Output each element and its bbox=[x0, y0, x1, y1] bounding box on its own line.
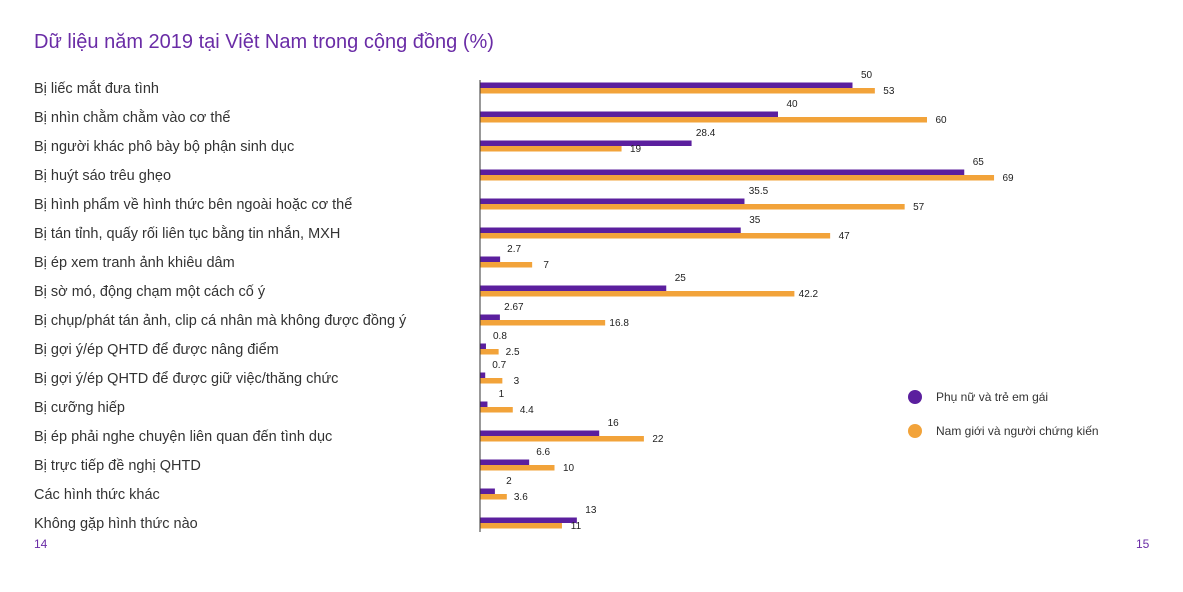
bar-men bbox=[480, 407, 513, 413]
data-label-men: 7 bbox=[543, 260, 549, 271]
bar-men bbox=[480, 349, 499, 355]
category-label: Bị huýt sáo trêu ghẹo bbox=[34, 168, 171, 184]
bar-men bbox=[480, 117, 927, 123]
data-label-men: 69 bbox=[1002, 173, 1014, 184]
data-label-women: 0.8 bbox=[493, 331, 507, 342]
bar-women bbox=[480, 198, 745, 204]
data-label-women: 50 bbox=[861, 70, 873, 81]
legend-item-men: Nam giới và người chứng kiến bbox=[908, 422, 1099, 440]
category-labels: Bị liếc mắt đưa tình Bị nhìn chằm chằm và… bbox=[34, 80, 407, 532]
legend-swatch-men bbox=[908, 424, 922, 438]
category-label: Bị gợi ý/ép QHTD để được giữ việc/thăng … bbox=[34, 371, 338, 387]
data-label-women: 1 bbox=[499, 389, 505, 400]
data-label-men: 3 bbox=[514, 376, 520, 387]
data-label-women: 40 bbox=[786, 99, 798, 110]
category-label: Bị ép xem tranh ảnh khiêu dâm bbox=[34, 255, 235, 271]
data-label-women: 16 bbox=[608, 418, 620, 429]
bar-women bbox=[480, 256, 501, 262]
data-label-women: 2.7 bbox=[507, 244, 521, 255]
bar-women bbox=[480, 343, 486, 349]
bars: 50 53 40 60 28.4 19 65 69 35.5 57 35 47 2.7 7 25 42.2 2.… bbox=[480, 70, 1014, 532]
category-label: Bị cưỡng hiếp bbox=[34, 400, 125, 416]
bar-men bbox=[480, 175, 995, 181]
bar-women bbox=[480, 140, 692, 146]
data-label-women: 2.67 bbox=[504, 302, 524, 313]
category-label: Bị ép phải nghe chuyện liên quan đến tìn… bbox=[34, 429, 332, 445]
data-label-men: 19 bbox=[630, 144, 642, 155]
bar-women bbox=[480, 285, 667, 291]
bar-women bbox=[480, 169, 965, 175]
category-label: Các hình thức khác bbox=[34, 487, 160, 503]
data-label-men: 47 bbox=[839, 231, 851, 242]
category-label: Bị người khác phô bày bộ phận sinh dục bbox=[34, 139, 294, 155]
category-label: Bị gợi ý/ép QHTD để được nâng điểm bbox=[34, 342, 279, 358]
data-label-men: 22 bbox=[652, 434, 664, 445]
data-label-men: 3.6 bbox=[514, 492, 528, 503]
bar-women bbox=[480, 488, 495, 494]
category-label: Bị trực tiếp đề nghị QHTD bbox=[34, 458, 201, 474]
category-label: Bị tán tỉnh, quấy rối liên tục bằng tin … bbox=[34, 225, 340, 242]
legend-label-men: Nam giới và người chứng kiến bbox=[936, 424, 1099, 438]
data-label-women: 2 bbox=[506, 476, 512, 487]
page-number-left: 14 bbox=[34, 537, 48, 551]
data-label-women: 35.5 bbox=[749, 186, 769, 197]
bar-men bbox=[480, 233, 831, 239]
category-label: Bị liếc mắt đưa tình bbox=[34, 80, 159, 97]
chart-title: Dữ liệu năm 2019 tại Việt Nam trong cộng… bbox=[34, 31, 494, 53]
legend-label-women: Phụ nữ và trẻ em gái bbox=[936, 390, 1049, 404]
bar-men bbox=[480, 320, 606, 326]
data-label-men: 60 bbox=[935, 115, 947, 126]
bar-men bbox=[480, 436, 644, 442]
data-label-women: 6.6 bbox=[536, 447, 550, 458]
category-label: Bị hình phẩm về hình thức bên ngoài hoặc… bbox=[34, 197, 352, 213]
data-label-men: 11 bbox=[571, 521, 582, 532]
data-label-women: 0.7 bbox=[492, 360, 506, 371]
bar-men bbox=[480, 378, 503, 384]
data-label-men: 4.4 bbox=[520, 405, 534, 416]
bar-men bbox=[480, 523, 562, 529]
data-label-men: 16.8 bbox=[609, 318, 629, 329]
bar-men bbox=[480, 291, 795, 297]
category-label: Bị sờ mó, động chạm một cách cố ý bbox=[34, 284, 266, 300]
data-label-men: 42.2 bbox=[799, 289, 819, 300]
bar-women bbox=[480, 82, 853, 88]
bar-women bbox=[480, 517, 577, 523]
category-label: Bị nhìn chằm chằm vào cơ thể bbox=[34, 109, 231, 126]
category-label: Không gặp hình thức nào bbox=[34, 516, 198, 532]
data-label-men: 10 bbox=[563, 463, 575, 474]
data-label-women: 25 bbox=[675, 273, 687, 284]
bar-women bbox=[480, 314, 500, 320]
data-label-women: 13 bbox=[585, 505, 597, 516]
bar-women bbox=[480, 401, 488, 407]
category-label: Bị chụp/phát tán ảnh, clip cá nhân mà kh… bbox=[34, 313, 407, 329]
bar-women bbox=[480, 372, 486, 378]
bar-men bbox=[480, 465, 555, 471]
data-label-men: 53 bbox=[883, 86, 895, 97]
bar-women bbox=[480, 111, 778, 117]
bar-men bbox=[480, 494, 507, 500]
data-label-men: 57 bbox=[913, 202, 925, 213]
data-label-women: 65 bbox=[973, 157, 985, 168]
legend-item-women: Phụ nữ và trẻ em gái bbox=[908, 388, 1099, 406]
bar-women bbox=[480, 459, 530, 465]
bar-women bbox=[480, 430, 600, 436]
bar-men bbox=[480, 146, 622, 152]
legend-swatch-women bbox=[908, 390, 922, 404]
data-label-men: 2.5 bbox=[506, 347, 520, 358]
bar-men bbox=[480, 204, 905, 210]
bar-men bbox=[480, 88, 875, 94]
data-label-women: 35 bbox=[749, 215, 761, 226]
bar-men bbox=[480, 262, 533, 268]
bar-women bbox=[480, 227, 741, 233]
data-label-women: 28.4 bbox=[696, 128, 716, 139]
legend: Phụ nữ và trẻ em gái Nam giới và người c… bbox=[908, 388, 1099, 456]
page-number-right: 15 bbox=[1136, 537, 1150, 551]
